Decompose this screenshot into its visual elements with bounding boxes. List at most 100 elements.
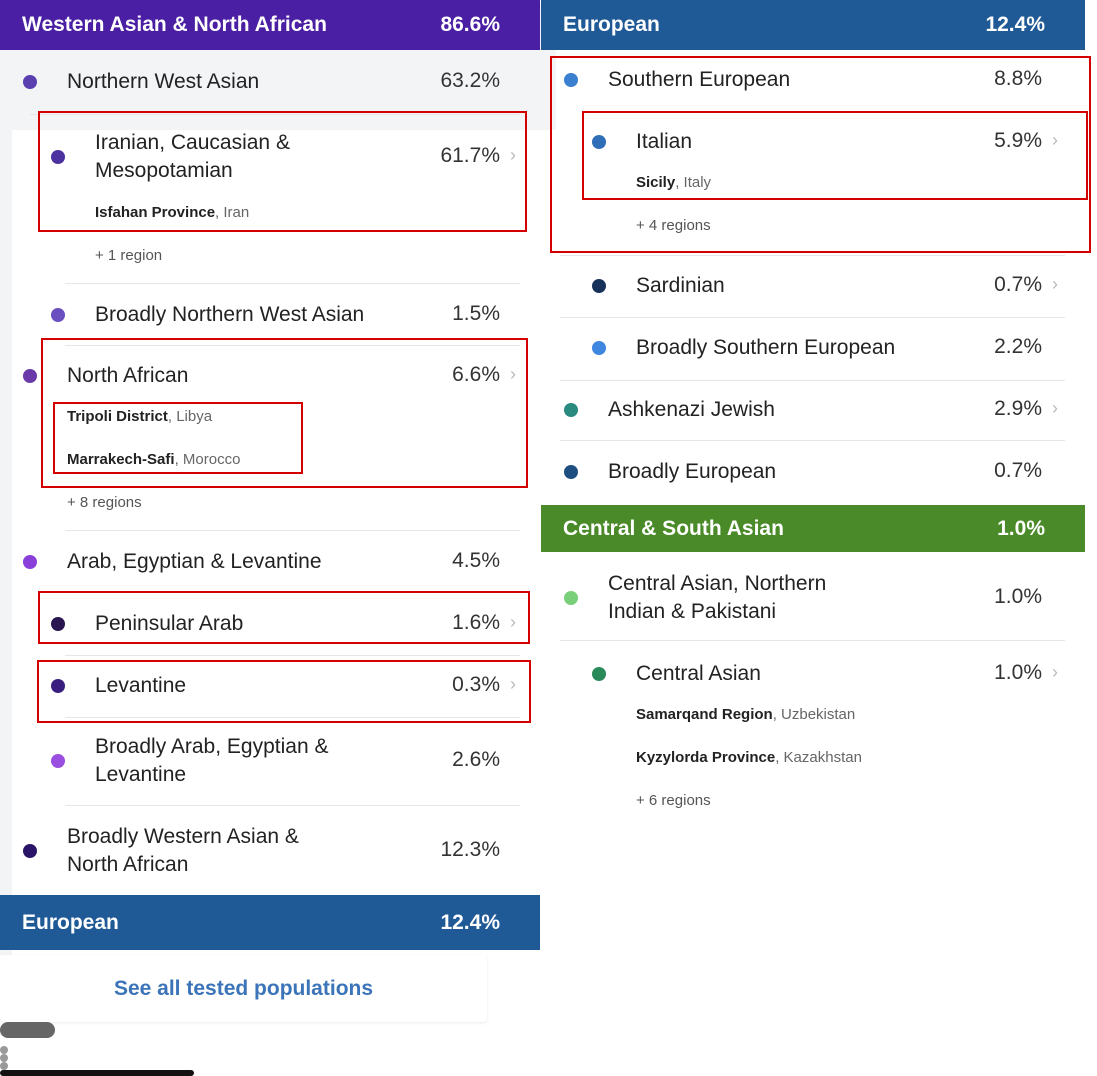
population-row[interactable]: Central Asian [636, 662, 761, 685]
legend-dot-icon [564, 591, 578, 605]
population-percent: 12.3% [440, 838, 500, 861]
population-percent: 4.5% [452, 549, 500, 572]
population-row[interactable]: Broadly Arab, Egyptian & Levantine [95, 735, 329, 786]
legend-dot-icon [564, 465, 578, 479]
divider [560, 440, 1065, 441]
more-regions-link[interactable]: + 6 regions [636, 792, 711, 809]
legend-dot-icon [51, 617, 65, 631]
section-header-central-south-asian[interactable]: Central & South Asian 1.0% [541, 505, 1085, 552]
legend-dot-icon [23, 555, 37, 569]
section-header-western-asian[interactable]: Western Asian & North African 86.6% [0, 0, 540, 50]
population-percent: 2.2% [994, 335, 1042, 358]
chevron-right-icon[interactable]: › [510, 612, 516, 632]
population-percent: 61.7% [440, 144, 500, 167]
population-percent: 1.0% [994, 585, 1042, 608]
region-link[interactable]: Isfahan Province, Iran [95, 204, 250, 221]
section-label: Central & South Asian [563, 516, 784, 540]
population-row[interactable]: Iranian, Caucasian & Mesopotamian [95, 131, 290, 182]
region-link[interactable]: Samarqand Region, Uzbekistan [636, 706, 856, 723]
legend-dot-icon [51, 679, 65, 693]
population-percent: 63.2% [440, 69, 500, 92]
population-percent: 6.6% [452, 363, 500, 386]
population-percent: 2.9% [994, 397, 1042, 420]
see-all-populations-button[interactable]: See all tested populations [0, 955, 487, 1022]
legend-dot-icon [23, 844, 37, 858]
legend-dot-icon [564, 403, 578, 417]
highlight-box [582, 111, 1088, 200]
population-percent: 5.9% [994, 129, 1042, 152]
legend-dot-icon [592, 667, 606, 681]
region-link[interactable]: Sicily, Italy [636, 174, 712, 191]
population-row[interactable]: Sardinian [636, 274, 725, 297]
page-dot [0, 1062, 8, 1070]
section-label: European [563, 13, 660, 36]
chevron-right-icon[interactable]: › [510, 364, 516, 384]
population-percent: 1.0% [994, 661, 1042, 684]
chevron-right-icon[interactable]: › [1052, 398, 1058, 418]
divider [560, 640, 1065, 641]
population-row[interactable]: Peninsular Arab [95, 612, 244, 635]
divider [560, 317, 1065, 318]
region-link[interactable]: Kyzylorda Province, Kazakhstan [636, 749, 862, 766]
section-header-european-bottom[interactable]: European 12.4% [0, 895, 540, 950]
chevron-right-icon[interactable]: › [1052, 662, 1058, 682]
region-link[interactable]: Tripoli District, Libya [67, 408, 213, 425]
page-dot [0, 1046, 8, 1054]
population-row[interactable]: Italian [636, 130, 693, 153]
page-dot [0, 1038, 8, 1046]
chevron-right-icon[interactable]: › [510, 674, 516, 694]
divider [30, 114, 520, 115]
section-percent: 12.4% [985, 13, 1045, 36]
population-percent: 1.6% [452, 611, 500, 634]
legend-dot-icon [23, 369, 37, 383]
legend-dot-icon [592, 279, 606, 293]
section-percent: 86.6% [440, 13, 500, 36]
region-link[interactable]: Marrakech-Safi, Morocco [67, 451, 241, 468]
population-row[interactable]: Broadly Northern West Asian [95, 303, 365, 326]
highlight-box [38, 111, 527, 232]
home-indicator[interactable] [0, 1070, 194, 1076]
highlight-box [41, 338, 528, 488]
legend-dot-icon [592, 341, 606, 355]
chevron-right-icon[interactable]: › [1052, 274, 1058, 294]
divider [65, 805, 520, 806]
page-dots-indicator[interactable] [0, 1022, 55, 1038]
divider [65, 530, 520, 531]
population-row[interactable]: Central Asian, Northern Indian & Pakista… [608, 572, 827, 623]
legend-dot-icon [51, 150, 65, 164]
section-percent: 1.0% [997, 516, 1045, 540]
section-header-european[interactable]: European 12.4% [541, 0, 1085, 50]
population-row[interactable]: North African [67, 364, 189, 387]
population-row[interactable]: Broadly European [608, 460, 777, 483]
divider [65, 655, 520, 656]
divider [65, 345, 520, 346]
divider [560, 380, 1065, 381]
legend-dot-icon [23, 75, 37, 89]
chevron-right-icon[interactable]: › [510, 145, 516, 165]
legend-dot-icon [51, 308, 65, 322]
population-row[interactable]: Northern West Asian [67, 70, 260, 93]
population-row[interactable]: Broadly Western Asian & North African [67, 825, 299, 876]
population-percent: 1.5% [452, 302, 500, 325]
highlight-box [38, 591, 530, 644]
population-percent: 8.8% [994, 67, 1042, 90]
more-regions-link[interactable]: + 8 regions [67, 494, 142, 511]
legend-dot-icon [564, 73, 578, 87]
right-edge [0, 130, 12, 955]
divider [560, 255, 1065, 256]
population-row[interactable]: Ashkenazi Jewish [608, 398, 775, 421]
population-percent: 0.7% [994, 459, 1042, 482]
chevron-right-icon[interactable]: › [1052, 130, 1058, 150]
population-row[interactable]: Arab, Egyptian & Levantine [67, 550, 322, 573]
population-row[interactable]: Levantine [95, 674, 187, 697]
population-row[interactable]: Broadly Southern European [636, 336, 896, 359]
more-regions-link[interactable]: + 1 region [95, 247, 163, 264]
highlight-box [550, 56, 1091, 253]
population-percent: 0.7% [994, 273, 1042, 296]
more-regions-link[interactable]: + 4 regions [636, 217, 711, 234]
population-percent: 0.3% [452, 673, 500, 696]
population-percent: 2.6% [452, 748, 500, 771]
divider [65, 283, 520, 284]
population-row[interactable]: Southern European [608, 68, 791, 91]
